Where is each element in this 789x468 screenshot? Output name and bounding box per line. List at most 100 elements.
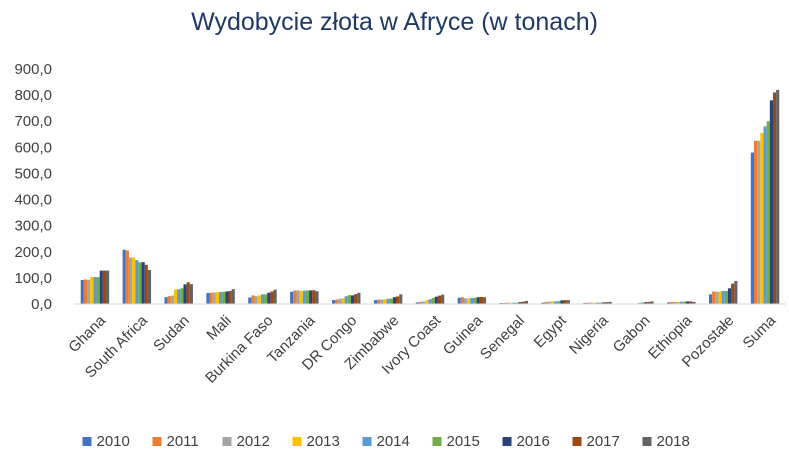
legend-label-2011: 2011 bbox=[167, 433, 199, 450]
legend: 2010 2011 2012 2013 2014 2015 2016 2017 2018 bbox=[82, 433, 690, 450]
bar-2018-pozostałe bbox=[734, 281, 738, 304]
bar-2011-zimbabwe bbox=[377, 299, 381, 304]
bar-2014-suma bbox=[763, 126, 767, 304]
bar-2017-guinea bbox=[479, 296, 483, 304]
bar-2010-ghana bbox=[80, 279, 84, 304]
legend-swatch-2015 bbox=[432, 437, 442, 446]
bar-2014-pozostałe bbox=[721, 290, 725, 304]
bar-2015-burkina-faso bbox=[264, 294, 268, 304]
bar-2014-ethiopia bbox=[679, 301, 683, 304]
bar-2011-pozostałe bbox=[712, 291, 716, 304]
bar-2015-egypt bbox=[557, 301, 561, 304]
bar-2010-sudan bbox=[164, 297, 168, 304]
bar-2011-south-africa bbox=[125, 250, 129, 304]
x-tick-label: Sudan bbox=[150, 312, 193, 355]
bar-2010-suma bbox=[750, 152, 754, 304]
bar-2014-gabon bbox=[637, 302, 641, 304]
bar-2018-ivory-coast bbox=[441, 294, 445, 304]
bar-2016-senegal bbox=[518, 302, 522, 304]
bar-2016-ivory-coast bbox=[434, 296, 438, 304]
bar-2018-ghana bbox=[106, 270, 110, 304]
legend-label-2017: 2017 bbox=[587, 433, 620, 450]
bar-2015-tanzania bbox=[305, 290, 310, 304]
y-tick-label: 0,0 bbox=[31, 296, 52, 313]
bar-2012-suma bbox=[757, 140, 761, 304]
y-tick-label: 800,0 bbox=[14, 87, 52, 104]
y-tick-label: 100,0 bbox=[14, 270, 52, 287]
bar-2016-ethiopia bbox=[686, 301, 690, 304]
bar-2010-zimbabwe bbox=[373, 300, 378, 304]
bar-2015-suma bbox=[766, 121, 770, 304]
bar-2011-suma bbox=[753, 140, 758, 304]
bar-2011-ivory-coast bbox=[418, 301, 423, 304]
bar-2012-south-africa bbox=[128, 257, 133, 304]
legend-swatch-2012 bbox=[222, 437, 232, 446]
bar-2014-sudan bbox=[177, 289, 181, 304]
y-tick-label: 900,0 bbox=[14, 61, 52, 78]
y-tick-label: 300,0 bbox=[14, 218, 52, 235]
bar-2016-burkina-faso bbox=[267, 292, 271, 304]
legend-swatch-2011 bbox=[152, 437, 162, 446]
bar-2018-gabon bbox=[650, 301, 654, 304]
bar-2012-tanzania bbox=[296, 290, 300, 304]
bar-2017-zimbabwe bbox=[396, 296, 400, 304]
bar-2016-ghana bbox=[99, 270, 103, 304]
bar-2018-sudan bbox=[189, 284, 193, 304]
bar-2017-south-africa bbox=[144, 264, 148, 304]
bar-2012-sudan bbox=[170, 295, 174, 304]
bar-2015-ghana bbox=[96, 277, 100, 304]
legend-swatch-2018 bbox=[642, 437, 652, 446]
bar-2014-tanzania bbox=[302, 290, 306, 304]
bar-2012-mali bbox=[212, 292, 216, 304]
y-tick-label: 400,0 bbox=[14, 192, 52, 209]
bar-2010-senegal bbox=[499, 302, 503, 304]
bar-2016-nigeria bbox=[602, 302, 606, 304]
bar-2017-sudan bbox=[186, 282, 190, 304]
bar-2011-nigeria bbox=[586, 302, 590, 304]
bar-2017-suma bbox=[772, 92, 777, 304]
bar-2018-south-africa bbox=[147, 270, 152, 304]
chart-title: Wydobycie złota w Afryce (w tonach) bbox=[191, 8, 598, 36]
legend-swatch-2014 bbox=[362, 437, 372, 446]
bar-2016-egypt bbox=[560, 300, 564, 304]
bar-2017-pozostałe bbox=[731, 283, 735, 304]
bar-2017-gabon bbox=[647, 301, 651, 304]
bar-2017-ivory-coast bbox=[437, 295, 442, 304]
bar-2013-ethiopia bbox=[676, 301, 680, 304]
bar-2011-mali bbox=[209, 292, 213, 304]
bar-2018-suma bbox=[776, 89, 780, 304]
bars bbox=[80, 89, 780, 304]
bar-2011-sudan bbox=[167, 296, 171, 304]
bar-2010-egypt bbox=[541, 302, 545, 304]
bar-2014-burkina-faso bbox=[260, 294, 265, 304]
bar-2013-pozostałe bbox=[718, 291, 722, 304]
bar-2017-egypt bbox=[563, 300, 567, 304]
bar-2015-ivory-coast bbox=[431, 297, 435, 304]
bar-2016-pozostałe bbox=[727, 288, 732, 304]
bar-2018-dr-congo bbox=[357, 292, 361, 304]
bar-2011-tanzania bbox=[293, 290, 297, 304]
bar-2010-tanzania bbox=[290, 291, 294, 304]
legend-label-2013: 2013 bbox=[307, 433, 340, 450]
bar-2012-egypt bbox=[547, 301, 551, 304]
bar-2018-senegal bbox=[524, 300, 528, 304]
bar-2012-pozostałe bbox=[715, 291, 719, 304]
x-tick-label: Nigeria bbox=[566, 312, 612, 358]
bar-2013-burkina-faso bbox=[257, 295, 261, 304]
bar-2014-mali bbox=[219, 291, 223, 304]
bar-2015-ethiopia bbox=[682, 301, 687, 304]
bar-2018-nigeria bbox=[608, 301, 612, 304]
bar-2013-south-africa bbox=[132, 257, 136, 304]
bar-2010-guinea bbox=[457, 297, 461, 304]
bar-2010-ethiopia bbox=[667, 302, 671, 304]
bar-2018-guinea bbox=[482, 297, 487, 304]
bar-2017-tanzania bbox=[312, 290, 316, 304]
bar-2013-zimbabwe bbox=[383, 299, 387, 304]
bar-2013-suma bbox=[760, 132, 764, 304]
bar-2012-ethiopia bbox=[673, 301, 677, 304]
bar-2011-dr-congo bbox=[335, 299, 339, 304]
bar-2012-dr-congo bbox=[338, 298, 342, 304]
bar-2017-burkina-faso bbox=[270, 291, 274, 304]
